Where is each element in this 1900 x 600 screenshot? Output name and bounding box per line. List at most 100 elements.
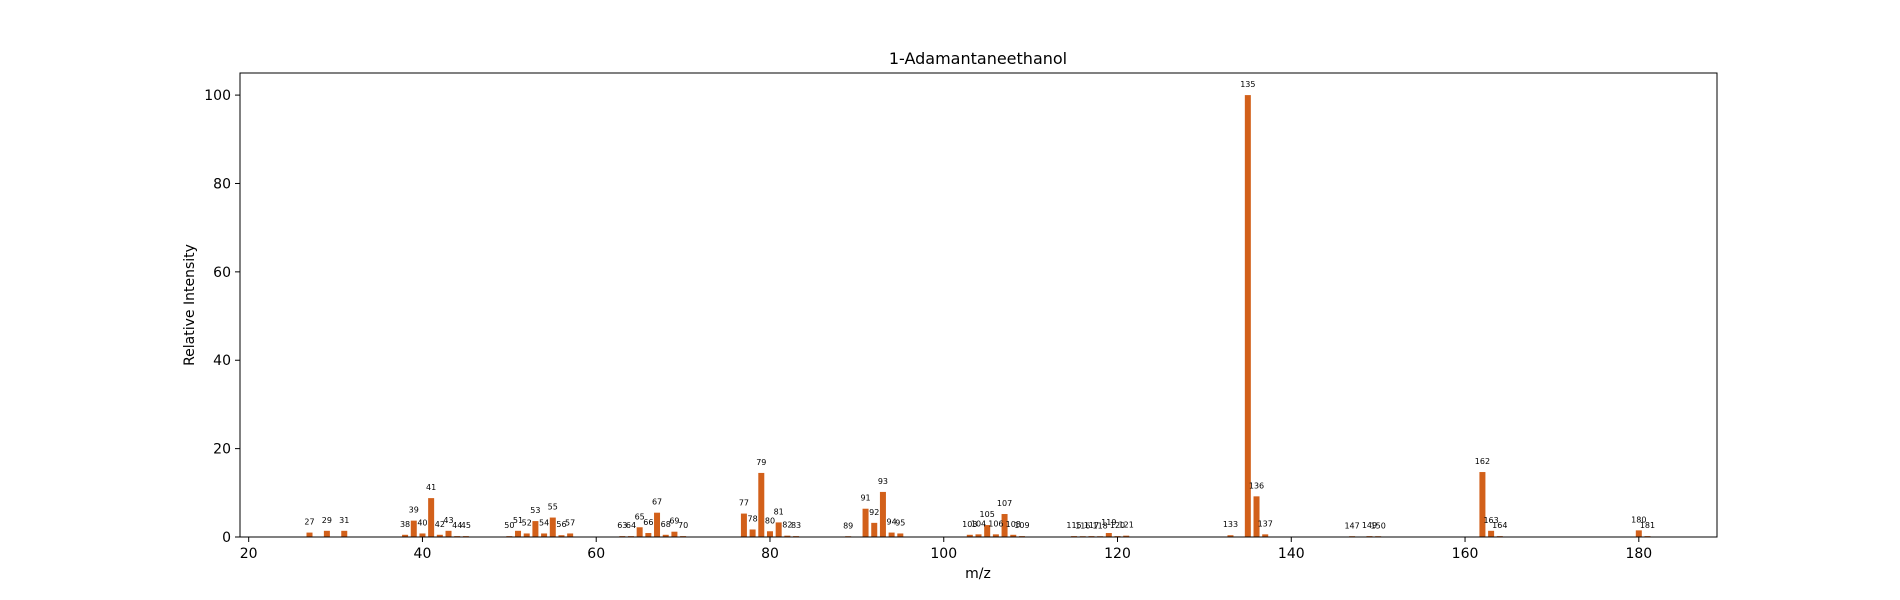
bar-mz-77 xyxy=(740,513,747,537)
data-label-mz-52: 52 xyxy=(522,518,532,527)
x-tick-label-160: 160 xyxy=(1452,546,1479,562)
bar-mz-163 xyxy=(1488,530,1495,537)
x-tick-label-140: 140 xyxy=(1278,546,1305,562)
bar-mz-66 xyxy=(645,533,652,537)
bar-mz-82 xyxy=(784,535,791,537)
bar-mz-80 xyxy=(766,531,773,537)
bar-mz-31 xyxy=(341,530,348,537)
data-label-mz-83: 83 xyxy=(791,521,801,530)
bar-mz-39 xyxy=(410,520,417,537)
data-label-mz-103: 103 xyxy=(962,520,977,529)
bar-mz-41 xyxy=(428,498,435,537)
data-label-mz-29: 29 xyxy=(322,516,332,525)
chart-title: 1-Adamantaneethanol xyxy=(889,49,1067,68)
bar-mz-104 xyxy=(975,534,982,537)
data-label-mz-104: 104 xyxy=(971,519,986,528)
data-label-mz-92: 92 xyxy=(869,508,879,517)
data-label-mz-107: 107 xyxy=(997,499,1012,508)
data-label-mz-82: 82 xyxy=(782,521,792,530)
bar-mz-95 xyxy=(897,533,904,537)
data-label-mz-65: 65 xyxy=(635,512,645,521)
data-label-mz-64: 64 xyxy=(626,521,636,530)
bar-mz-43 xyxy=(445,530,452,537)
bar-mz-93 xyxy=(879,491,886,537)
data-label-mz-147: 147 xyxy=(1344,522,1359,531)
data-label-mz-106: 106 xyxy=(988,519,1003,528)
y-axis-ticks: 0 20 40 60 80 100 xyxy=(204,88,240,546)
x-axis-ticks: 20 40 60 80 100 120 140 160 180 xyxy=(240,537,1652,562)
x-axis-label: m/z xyxy=(965,566,991,582)
data-label-mz-68: 68 xyxy=(661,520,671,529)
bar-mz-54 xyxy=(541,533,548,537)
y-tick-label-40: 40 xyxy=(213,353,231,369)
bar-mz-119 xyxy=(1105,533,1112,537)
bar-mz-121 xyxy=(1123,535,1130,537)
bar-mz-108 xyxy=(1010,534,1017,537)
plot-area-frame xyxy=(239,72,1718,538)
data-label-mz-69: 69 xyxy=(669,517,679,526)
data-label-mz-55: 55 xyxy=(548,503,558,512)
bar-mz-56 xyxy=(558,535,565,537)
data-label-mz-53: 53 xyxy=(530,506,540,515)
data-label-mz-40: 40 xyxy=(417,518,427,527)
data-label-mz-57: 57 xyxy=(565,518,575,527)
bar-mz-91 xyxy=(862,508,869,537)
data-label-mz-41: 41 xyxy=(426,483,436,492)
bar-mz-105 xyxy=(984,525,991,537)
y-tick-label-100: 100 xyxy=(204,88,231,104)
data-label-mz-81: 81 xyxy=(774,507,784,516)
data-label-mz-78: 78 xyxy=(748,514,758,523)
data-label-mz-180: 180 xyxy=(1631,515,1646,524)
data-label-mz-66: 66 xyxy=(643,518,653,527)
bar-mz-57 xyxy=(567,533,574,537)
data-label-mz-70: 70 xyxy=(678,521,688,530)
data-label-mz-39: 39 xyxy=(409,506,419,515)
bar-mz-53 xyxy=(532,521,539,537)
bar-mz-52 xyxy=(523,533,530,537)
data-label-mz-42: 42 xyxy=(435,520,445,529)
data-label-mz-63: 63 xyxy=(617,521,627,530)
bar-mz-65 xyxy=(636,527,643,537)
y-axis-label: Relative Intensity xyxy=(182,244,198,366)
data-label-mz-54: 54 xyxy=(539,518,549,527)
bar-mz-79 xyxy=(758,472,765,537)
bar-mz-38 xyxy=(402,534,409,537)
data-label-mz-91: 91 xyxy=(860,494,870,503)
bar-mz-136 xyxy=(1253,496,1260,537)
bar-mz-106 xyxy=(992,534,999,537)
data-label-mz-44: 44 xyxy=(452,521,462,530)
y-tick-label-20: 20 xyxy=(213,442,231,458)
x-tick-label-20: 20 xyxy=(240,546,258,562)
bar-mz-40 xyxy=(419,533,426,537)
x-tick-label-40: 40 xyxy=(414,546,432,562)
data-label-mz-43: 43 xyxy=(443,516,453,525)
data-label-mz-31: 31 xyxy=(339,516,349,525)
data-label-mz-121: 121 xyxy=(1119,521,1134,530)
data-label-mz-149: 149 xyxy=(1362,521,1377,530)
data-label-mz-137: 137 xyxy=(1258,519,1273,528)
bar-mz-180 xyxy=(1635,530,1642,537)
data-label-mz-77: 77 xyxy=(739,499,749,508)
data-label-mz-80: 80 xyxy=(765,516,775,525)
data-label-mz-136: 136 xyxy=(1249,481,1264,490)
bar-mz-94 xyxy=(888,532,895,537)
bar-mz-69 xyxy=(671,531,678,537)
data-label-mz-133: 133 xyxy=(1223,520,1238,529)
data-label-mz-162: 162 xyxy=(1475,457,1490,466)
bar-mz-133 xyxy=(1227,535,1234,537)
data-label-mz-95: 95 xyxy=(895,518,905,527)
bar-mz-78 xyxy=(749,529,756,537)
data-label-mz-135: 135 xyxy=(1240,80,1255,89)
bar-mz-135 xyxy=(1244,95,1251,537)
bar-mz-67 xyxy=(654,512,661,537)
y-tick-label-0: 0 xyxy=(222,530,231,546)
bar-mz-27 xyxy=(306,532,313,537)
data-label-mz-108: 108 xyxy=(1006,520,1021,529)
data-label-mz-38: 38 xyxy=(400,520,410,529)
x-tick-label-120: 120 xyxy=(1104,546,1131,562)
x-tick-label-100: 100 xyxy=(930,546,957,562)
data-label-mz-94: 94 xyxy=(887,518,897,527)
data-label-mz-51: 51 xyxy=(513,516,523,525)
data-label-mz-118: 118 xyxy=(1092,522,1107,531)
